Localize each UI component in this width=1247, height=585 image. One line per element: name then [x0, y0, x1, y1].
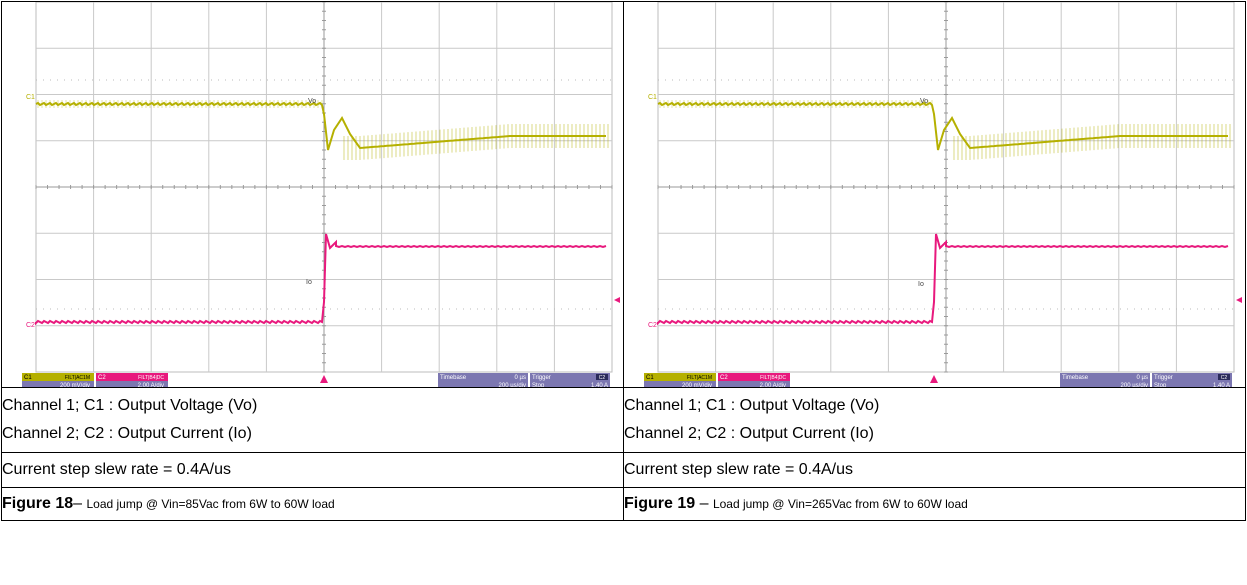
slew-rate-left: Current step slew rate = 0.4A/us	[1, 452, 624, 488]
ch2-tag: C2	[98, 375, 106, 381]
io-label: Io	[918, 281, 924, 288]
trigger-label: Trigger	[532, 375, 551, 381]
trigger-level: 1.40 A	[591, 383, 608, 387]
figure-separator: –	[73, 495, 87, 512]
ch1-tag: C1	[646, 375, 654, 381]
trigger-marker-icon	[320, 375, 328, 383]
io-label: Io	[306, 279, 312, 286]
timebase-delay: 0 µs	[1137, 375, 1148, 381]
figure-caption-text: Load jump @ Vin=85Vac from 6W to 60W loa…	[86, 497, 335, 511]
ch1-scale: 200 mV/div	[682, 383, 712, 387]
ch1-mode: FILT|AC1M	[687, 375, 712, 381]
trigger-level: 1.40 A	[1213, 383, 1230, 387]
channel2-description: Channel 2; C2 : Output Current (Io)	[2, 425, 252, 442]
trigger-label: Trigger	[1154, 375, 1173, 381]
figure-separator: –	[695, 495, 713, 512]
timebase-label: Timebase	[440, 375, 467, 381]
ch1-mode: FILT|AC1M	[65, 375, 90, 381]
trigger-mode: Stop	[1154, 383, 1167, 387]
channel1-trace	[35, 101, 606, 151]
channel1-description: Channel 1; C1 : Output Voltage (Vo)	[2, 397, 258, 414]
ch2-mode: FILT|B4|DC	[760, 375, 786, 381]
figure-caption-left: Figure 18– Load jump @ Vin=85Vac from 6W…	[1, 487, 624, 521]
vo-label: Vo	[308, 98, 316, 105]
figure-number: Figure 19	[624, 495, 696, 512]
c1-marker: C1	[26, 94, 35, 101]
slew-rate-right: Current step slew rate = 0.4A/us	[623, 452, 1246, 488]
c2-marker: C2	[648, 322, 657, 329]
ch2-mode: FILT|B4|DC	[138, 375, 164, 381]
channel2-trace	[657, 233, 1229, 326]
trigger-source: C2	[1221, 375, 1228, 381]
timebase-div: 200 µs/div	[499, 383, 526, 387]
ch1-tag: C1	[24, 375, 32, 381]
description-cell-left: Channel 1; C1 : Output Voltage (Vo) Chan…	[1, 387, 624, 453]
figure-caption-text: Load jump @ Vin=265Vac from 6W to 60W lo…	[712, 497, 968, 511]
timebase-label: Timebase	[1062, 375, 1089, 381]
channel1-description: Channel 1; C1 : Output Voltage (Vo)	[624, 397, 880, 414]
channel2-description: Channel 2; C2 : Output Current (Io)	[624, 425, 874, 442]
ch2-scale: 2.00 A/div	[760, 383, 786, 387]
trigger-mode: Stop	[532, 383, 545, 387]
channel2-trace	[35, 233, 607, 326]
vo-label: Vo	[920, 98, 928, 105]
ch1-scale: 200 mV/div	[60, 383, 90, 387]
timebase-div: 200 µs/div	[1121, 383, 1148, 387]
channel1-trace	[657, 101, 1228, 151]
description-cell-right: Channel 1; C1 : Output Voltage (Vo) Chan…	[623, 387, 1246, 453]
figure-number: Figure 18	[2, 495, 74, 512]
level-marker-icon	[1236, 297, 1242, 303]
timebase-delay: 0 µs	[515, 375, 526, 381]
level-marker-icon	[614, 297, 620, 303]
trigger-source: C2	[599, 375, 606, 381]
c2-marker: C2	[26, 322, 35, 329]
ch2-tag: C2	[720, 375, 728, 381]
figure-caption-right: Figure 19 – Load jump @ Vin=265Vac from …	[623, 487, 1246, 521]
trigger-marker-icon	[930, 375, 938, 383]
c1-marker: C1	[648, 94, 657, 101]
ch2-scale: 2.00 A/div	[138, 383, 164, 387]
